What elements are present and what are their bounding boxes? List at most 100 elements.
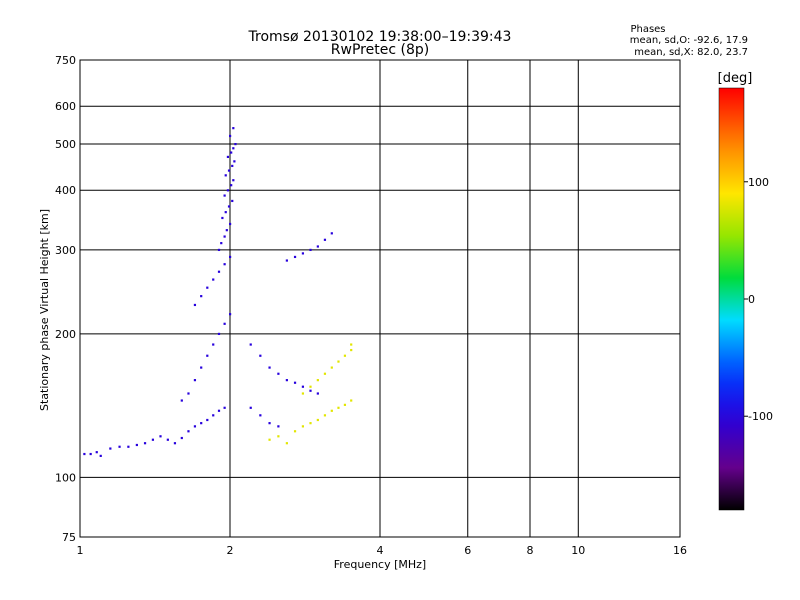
- o-mode-echo-point: [223, 322, 226, 325]
- o-mode-echo-point: [217, 270, 221, 273]
- x-mode-echo-point: [301, 425, 305, 428]
- x-tick-label: 8: [527, 544, 534, 557]
- o-mode-echo-point: [309, 389, 312, 392]
- o-mode-echo-point: [127, 445, 130, 448]
- x-axis-label: Frequency [MHz]: [334, 558, 426, 571]
- x-mode-echo-point: [309, 385, 312, 388]
- o-mode-echo-point: [231, 164, 234, 168]
- o-mode-echo-point: [166, 438, 169, 441]
- o-mode-echo-point: [232, 179, 235, 182]
- o-mode-echo-point: [229, 255, 232, 259]
- colorbar: -100 0 100: [718, 87, 773, 511]
- o-mode-echo-point: [229, 313, 232, 316]
- y-axis-label: Stationary phase Virtual Height [km]: [38, 209, 51, 411]
- o-mode-echo-point: [95, 451, 98, 454]
- o-mode-echo-point: [143, 442, 147, 445]
- o-mode-echo-point: [232, 127, 235, 130]
- o-mode-echo-point: [323, 238, 327, 241]
- colorbar-tick-label: -100: [748, 410, 773, 423]
- o-mode-echo-point: [316, 245, 319, 248]
- y-tick-label: 200: [55, 328, 76, 341]
- x-mode-echo-point: [350, 343, 353, 346]
- x-mode-echo-point: [330, 409, 333, 412]
- o-mode-echo-point: [187, 430, 190, 433]
- chart-title: Tromsø 20130102 19:38:00–19:39:43: [248, 29, 512, 45]
- x-mode-echo-point: [337, 406, 340, 409]
- o-mode-echo-point: [206, 418, 209, 422]
- o-mode-echo-point: [193, 379, 197, 382]
- x-tick-label: 6: [464, 544, 471, 557]
- o-mode-echo-point: [223, 406, 226, 409]
- o-mode-echo-point: [135, 443, 138, 447]
- colorbar-gradient: [718, 87, 745, 511]
- chart-subtitle: RwPretec (8p): [331, 42, 429, 58]
- o-mode-echo-point: [193, 303, 197, 307]
- o-mode-echo-point: [277, 372, 280, 375]
- x-mode-echo-point: [285, 442, 288, 445]
- o-mode-echo-point: [277, 425, 280, 428]
- o-mode-echo-point: [309, 248, 312, 252]
- o-mode-echo-point: [229, 222, 232, 226]
- y-tick-label: 300: [55, 244, 76, 257]
- x-tick-label: 10: [571, 544, 585, 557]
- stats-header: Phases: [630, 24, 665, 35]
- o-mode-echo-point: [231, 199, 234, 203]
- o-mode-echo-point: [89, 452, 92, 456]
- o-mode-echo-point: [225, 229, 228, 232]
- o-mode-echo-point: [268, 366, 271, 369]
- x-tick-label: 16: [673, 544, 687, 557]
- x-mode-echo-point: [316, 379, 319, 382]
- x-mode-echo-point: [323, 372, 327, 375]
- o-mode-echo-point: [217, 409, 221, 412]
- o-mode-echo-point: [301, 385, 305, 388]
- x-tick-label: 1: [77, 544, 84, 557]
- o-mode-echo-point: [293, 255, 297, 259]
- o-mode-echo-point: [200, 422, 203, 425]
- o-mode-echo-point: [193, 425, 197, 428]
- x-mode-echo-point: [316, 418, 319, 422]
- o-mode-echo-point: [99, 454, 102, 457]
- x-mode-echo-point: [343, 354, 347, 357]
- x-mode-echo-point: [330, 366, 333, 369]
- o-mode-echo-point: [118, 445, 121, 448]
- o-mode-echo-point: [226, 155, 230, 159]
- o-mode-echo-point: [227, 205, 231, 208]
- o-mode-echo-point: [221, 216, 224, 220]
- y-tick-label: 500: [55, 138, 76, 151]
- o-mode-echo-point: [226, 189, 230, 192]
- o-mode-echo-point: [232, 147, 235, 150]
- o-mode-echo-point: [330, 232, 333, 235]
- stats-line-x: mean, sd,X: 82.0, 23.7: [634, 47, 748, 58]
- o-mode-echo-point: [187, 392, 190, 395]
- o-mode-echo-point: [180, 436, 183, 440]
- o-mode-echo-point: [259, 354, 262, 357]
- o-mode-echo-point: [316, 392, 319, 395]
- x-mode-echo-point: [350, 399, 353, 402]
- o-mode-echo-point: [223, 194, 226, 197]
- o-mode-echo-point: [200, 366, 203, 369]
- o-mode-echo-point: [220, 242, 223, 245]
- colorbar-label: [deg]: [718, 71, 753, 86]
- x-mode-echo-point: [293, 430, 297, 433]
- o-mode-echo-point: [224, 174, 227, 177]
- o-mode-echo-point: [217, 248, 221, 252]
- x-mode-echo-point: [337, 360, 340, 363]
- x-tick-label: 4: [377, 544, 384, 557]
- o-mode-echo-point: [223, 235, 226, 238]
- o-mode-echo-point: [206, 354, 209, 357]
- o-mode-echo-point: [230, 151, 233, 154]
- o-mode-echo-point: [233, 160, 236, 163]
- x-mode-echo-point: [268, 438, 271, 441]
- o-mode-echo-point: [259, 414, 262, 417]
- y-tick-label: 100: [55, 471, 76, 484]
- o-mode-echo-point: [83, 452, 86, 456]
- o-mode-echo-point: [268, 422, 271, 425]
- x-mode-echo-point: [309, 422, 312, 425]
- o-mode-echo-point: [223, 263, 226, 266]
- o-mode-echo-point: [285, 259, 288, 262]
- o-mode-echo-point: [230, 184, 233, 187]
- o-mode-echo-point: [285, 379, 288, 382]
- o-mode-echo-point: [212, 278, 215, 281]
- x-mode-echo-point: [277, 435, 280, 438]
